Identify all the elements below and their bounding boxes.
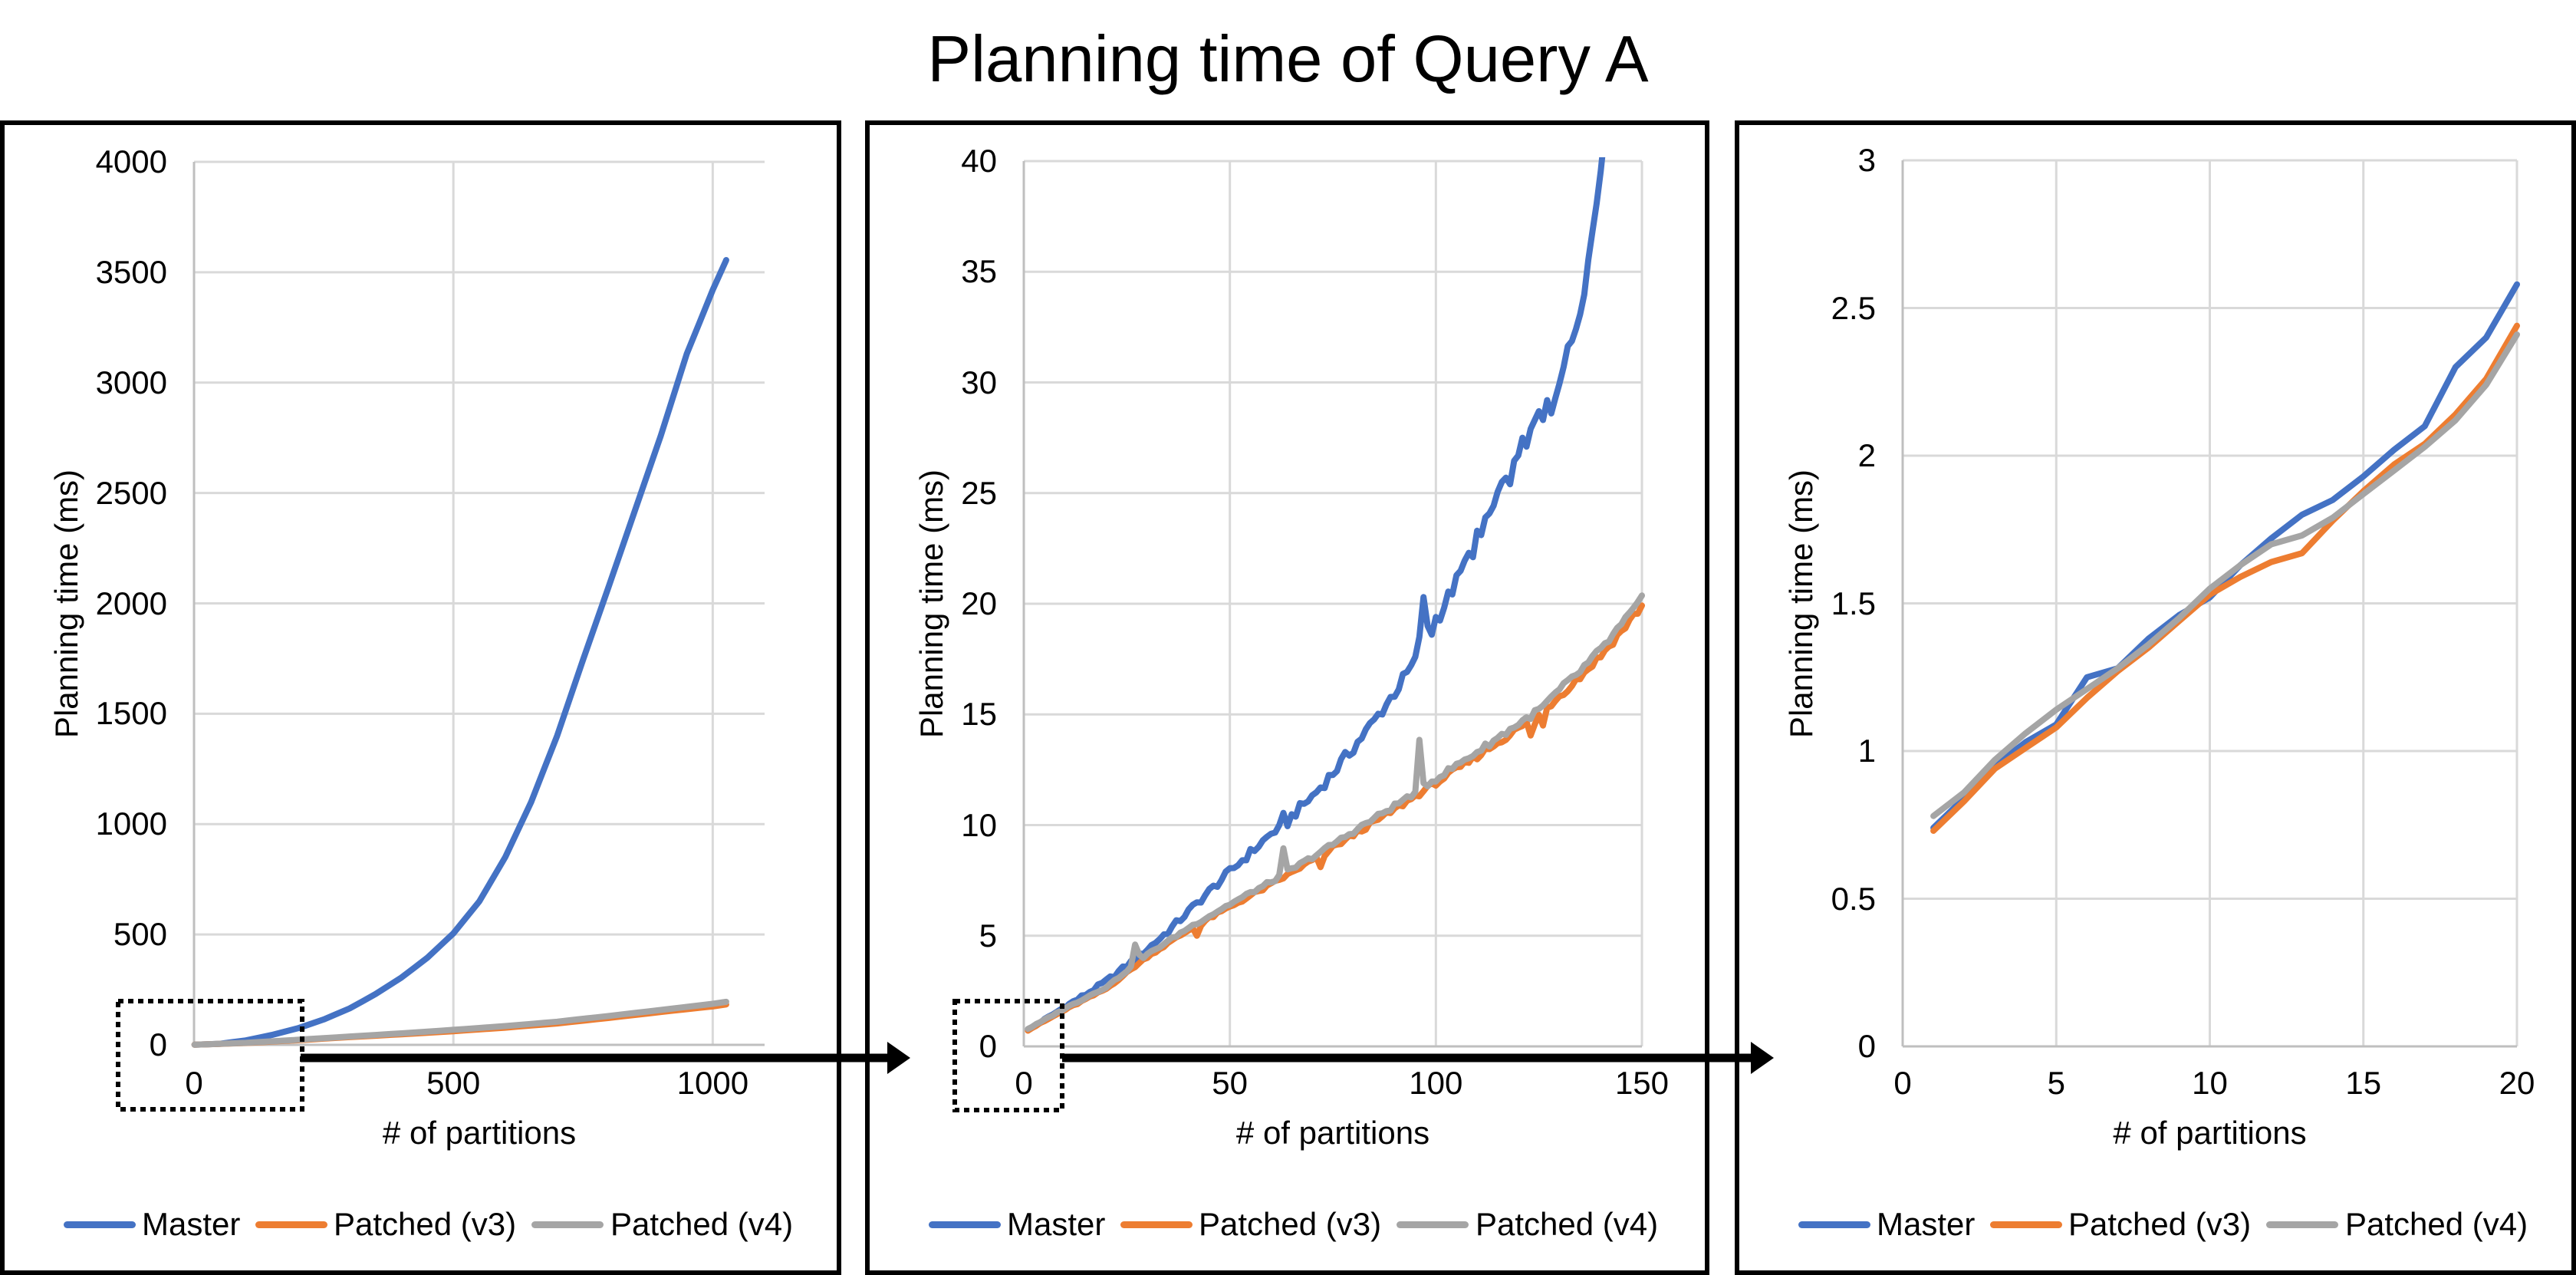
y-tick-label: 40 <box>961 143 997 179</box>
y-tick-label: 3000 <box>95 364 167 400</box>
legend-label-3: Patched (v4) <box>610 1206 794 1242</box>
x-tick-label: 0 <box>1015 1065 1033 1101</box>
y-tick-label: 5 <box>979 917 997 954</box>
y-tick-label: 0 <box>979 1028 997 1064</box>
y-tick-label: 15 <box>961 696 997 733</box>
zoom-arrow-1 <box>301 1042 910 1074</box>
x-axis-title: # of partitions <box>1235 1115 1430 1151</box>
series-line-patched-v4 <box>191 998 729 1048</box>
x-tick-label: 0 <box>1893 1065 1912 1101</box>
x-tick-label: 500 <box>426 1065 481 1101</box>
legend-swatch-2 <box>255 1221 327 1228</box>
legend-label-2: Patched (v3) <box>2068 1206 2252 1242</box>
y-tick-label: 3500 <box>95 253 167 290</box>
x-tick-label: 50 <box>1212 1065 1249 1101</box>
x-tick-label: 1000 <box>676 1065 749 1101</box>
y-tick-label: 2500 <box>95 474 167 511</box>
y-tick-label: 0 <box>149 1026 167 1062</box>
legend-swatch-2 <box>1120 1221 1193 1228</box>
x-tick-label: 20 <box>2499 1065 2535 1101</box>
legend-swatch-1 <box>64 1221 136 1228</box>
y-tick-label: 10 <box>961 806 997 843</box>
x-axis-title: # of partitions <box>382 1115 577 1151</box>
y-tick-label: 0.5 <box>1831 880 1876 917</box>
x-tick-label: 15 <box>2345 1065 2382 1101</box>
y-tick-label: 1000 <box>95 806 167 842</box>
series-line-master <box>191 257 729 1048</box>
legend-swatch-3 <box>2266 1221 2338 1228</box>
series-line-patched-v4 <box>1025 592 1645 1033</box>
legend-label-2: Patched (v3) <box>1199 1206 1382 1242</box>
legend-label-2: Patched (v3) <box>334 1206 517 1242</box>
y-tick-label: 1500 <box>95 695 167 732</box>
y-tick-label: 2 <box>1857 437 1876 473</box>
legend-label-1: Master <box>1877 1206 1976 1242</box>
x-tick-label: 150 <box>1614 1065 1670 1101</box>
panel-zoom-20 <box>1735 120 2576 1275</box>
y-tick-label: 1.5 <box>1831 585 1876 621</box>
y-tick-label: 30 <box>961 364 997 400</box>
y-axis-title: Planning time (ms) <box>913 469 949 739</box>
chart-zoom-150 <box>952 157 1645 1112</box>
y-tick-label: 35 <box>961 253 997 290</box>
y-tick-label: 2000 <box>95 585 167 621</box>
y-tick-label: 25 <box>961 474 997 511</box>
legend-swatch-2 <box>1990 1221 2062 1228</box>
panel-zoom-150 <box>865 120 1709 1275</box>
y-tick-label: 4000 <box>95 143 167 180</box>
x-axis-title: # of partitions <box>2113 1115 2307 1151</box>
y-tick-label: 20 <box>961 585 997 621</box>
series-line-master <box>1025 157 1606 1033</box>
y-tick-label: 500 <box>113 916 167 953</box>
legend-label-1: Master <box>1007 1206 1106 1242</box>
chart-overview <box>116 160 765 1112</box>
y-axis-title: Planning time (ms) <box>48 469 84 738</box>
y-tick-label: 1 <box>1857 733 1876 769</box>
x-tick-label: 10 <box>2192 1065 2228 1101</box>
y-tick-label: 3 <box>1857 142 1876 178</box>
legend-swatch-1 <box>1798 1221 1870 1228</box>
x-tick-label: 5 <box>2047 1065 2065 1101</box>
legend-label-3: Patched (v4) <box>2345 1206 2528 1242</box>
chart-zoom-20 <box>1901 159 2520 1048</box>
x-tick-label: 100 <box>1409 1065 1463 1101</box>
legend-label-3: Patched (v4) <box>1476 1206 1659 1242</box>
legend-swatch-3 <box>1397 1221 1469 1228</box>
y-axis-title: Planning time (ms) <box>1783 469 1819 738</box>
y-tick-label: 0 <box>1857 1028 1876 1064</box>
x-tick-label: 0 <box>185 1065 203 1101</box>
figure-title: Planning time of Query A <box>927 23 1649 96</box>
series-line-master <box>1930 281 2520 832</box>
legend-label-1: Master <box>142 1206 241 1242</box>
series-line-patched-v4 <box>1930 331 2520 819</box>
zoom-region-box <box>116 999 304 1112</box>
legend-swatch-3 <box>531 1221 604 1228</box>
y-tick-label: 2.5 <box>1831 289 1876 326</box>
legend-swatch-1 <box>929 1221 1001 1228</box>
zoom-arrow-2 <box>1062 1042 1774 1074</box>
